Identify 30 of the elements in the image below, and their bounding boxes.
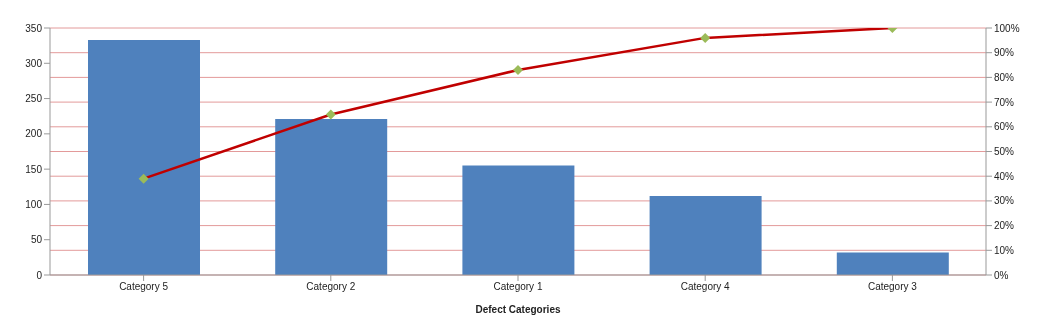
bar [836,252,949,275]
y-tick-label: 150 [25,163,43,175]
y2-tick-label: 10% [994,244,1015,256]
y-tick-label: 100 [25,198,43,210]
bar [462,165,575,275]
y-tick-label: 350 [25,22,43,34]
y2-tick-label: 70% [994,96,1015,108]
bar [649,195,762,275]
x-tick-label: Category 4 [680,281,731,293]
y2-tick-label: 90% [994,47,1015,59]
y2-tick-label: 20% [994,220,1015,232]
x-tick-label: Category 3 [867,281,918,293]
y2-tick-label: 60% [994,121,1015,133]
y-tick-label: 0 [36,269,43,281]
y2-tick-label: 40% [994,170,1015,182]
bar [88,40,200,275]
x-tick-label: Category 5 [119,281,169,293]
x-axis-title: Defect Categories [475,304,561,315]
y-tick-label: 50 [30,234,43,246]
y2-tick-label: 80% [994,71,1015,83]
y2-tick-label: 0% [994,269,1009,281]
y-tick-label: 300 [25,57,43,69]
bar [275,119,388,275]
y2-tick-label: 100% [994,22,1020,34]
x-tick-label: Category 2 [306,281,356,293]
y-tick-label: 250 [25,93,43,105]
x-tick-label: Category 1 [493,281,543,293]
y2-tick-label: 50% [994,146,1015,158]
y2-tick-label: 30% [994,195,1015,207]
y-tick-label: 200 [25,128,43,140]
